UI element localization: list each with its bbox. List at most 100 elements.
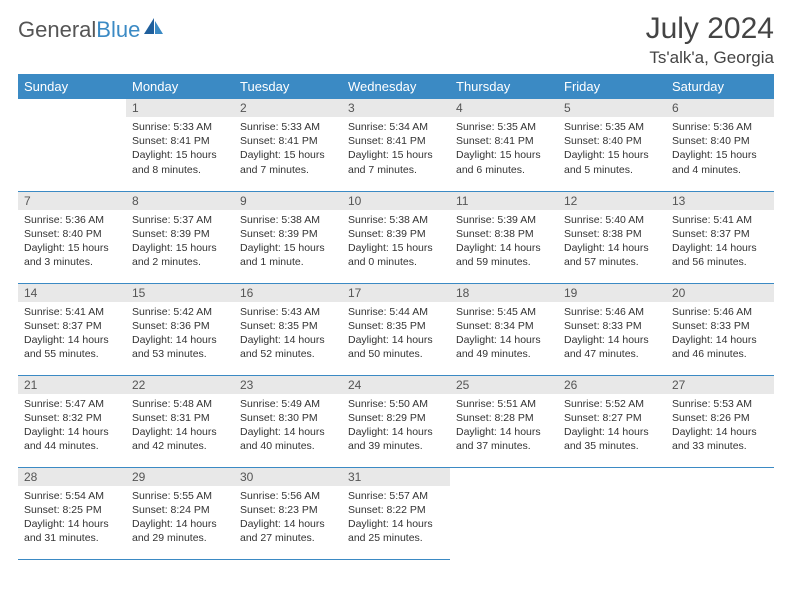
day-number: 23 <box>234 376 342 394</box>
sunset-line: Sunset: 8:37 PM <box>24 319 120 333</box>
sunrise-line: Sunrise: 5:37 AM <box>132 213 228 227</box>
day-number: 13 <box>666 192 774 210</box>
day-details: Sunrise: 5:42 AMSunset: 8:36 PMDaylight:… <box>126 302 234 366</box>
day-number: 1 <box>126 99 234 117</box>
day-details: Sunrise: 5:38 AMSunset: 8:39 PMDaylight:… <box>234 210 342 274</box>
sunrise-line: Sunrise: 5:33 AM <box>132 120 228 134</box>
sunrise-line: Sunrise: 5:40 AM <box>564 213 660 227</box>
daylight-line: Daylight: 14 hours and 47 minutes. <box>564 333 660 361</box>
sunrise-line: Sunrise: 5:39 AM <box>456 213 552 227</box>
daylight-line: Daylight: 14 hours and 52 minutes. <box>240 333 336 361</box>
daylight-line: Daylight: 14 hours and 49 minutes. <box>456 333 552 361</box>
day-details: Sunrise: 5:53 AMSunset: 8:26 PMDaylight:… <box>666 394 774 458</box>
day-number: 19 <box>558 284 666 302</box>
day-number: 18 <box>450 284 558 302</box>
calendar-week-row: 14Sunrise: 5:41 AMSunset: 8:37 PMDayligh… <box>18 283 774 375</box>
day-details: Sunrise: 5:36 AMSunset: 8:40 PMDaylight:… <box>666 117 774 181</box>
day-number: 29 <box>126 468 234 486</box>
daylight-line: Daylight: 14 hours and 55 minutes. <box>24 333 120 361</box>
sunset-line: Sunset: 8:39 PM <box>348 227 444 241</box>
daylight-line: Daylight: 14 hours and 25 minutes. <box>348 517 444 545</box>
day-details: Sunrise: 5:48 AMSunset: 8:31 PMDaylight:… <box>126 394 234 458</box>
weekday-header-row: SundayMondayTuesdayWednesdayThursdayFrid… <box>18 74 774 99</box>
day-number: 10 <box>342 192 450 210</box>
weekday-header: Saturday <box>666 74 774 99</box>
calendar-cell: 2Sunrise: 5:33 AMSunset: 8:41 PMDaylight… <box>234 99 342 191</box>
sunset-line: Sunset: 8:28 PM <box>456 411 552 425</box>
day-details: Sunrise: 5:38 AMSunset: 8:39 PMDaylight:… <box>342 210 450 274</box>
daylight-line: Daylight: 14 hours and 50 minutes. <box>348 333 444 361</box>
sunrise-line: Sunrise: 5:55 AM <box>132 489 228 503</box>
sunrise-line: Sunrise: 5:35 AM <box>456 120 552 134</box>
calendar-cell: 23Sunrise: 5:49 AMSunset: 8:30 PMDayligh… <box>234 375 342 467</box>
calendar-cell: 5Sunrise: 5:35 AMSunset: 8:40 PMDaylight… <box>558 99 666 191</box>
daylight-line: Daylight: 14 hours and 39 minutes. <box>348 425 444 453</box>
sunset-line: Sunset: 8:34 PM <box>456 319 552 333</box>
sunrise-line: Sunrise: 5:33 AM <box>240 120 336 134</box>
sunset-line: Sunset: 8:39 PM <box>240 227 336 241</box>
daylight-line: Daylight: 14 hours and 31 minutes. <box>24 517 120 545</box>
daylight-line: Daylight: 14 hours and 44 minutes. <box>24 425 120 453</box>
sunrise-line: Sunrise: 5:38 AM <box>348 213 444 227</box>
daylight-line: Daylight: 14 hours and 35 minutes. <box>564 425 660 453</box>
sunset-line: Sunset: 8:41 PM <box>348 134 444 148</box>
sunrise-line: Sunrise: 5:50 AM <box>348 397 444 411</box>
calendar-cell: 12Sunrise: 5:40 AMSunset: 8:38 PMDayligh… <box>558 191 666 283</box>
calendar-cell: 18Sunrise: 5:45 AMSunset: 8:34 PMDayligh… <box>450 283 558 375</box>
daylight-line: Daylight: 15 hours and 3 minutes. <box>24 241 120 269</box>
sunset-line: Sunset: 8:25 PM <box>24 503 120 517</box>
daylight-line: Daylight: 14 hours and 42 minutes. <box>132 425 228 453</box>
day-details: Sunrise: 5:35 AMSunset: 8:40 PMDaylight:… <box>558 117 666 181</box>
calendar-cell: 25Sunrise: 5:51 AMSunset: 8:28 PMDayligh… <box>450 375 558 467</box>
sunrise-line: Sunrise: 5:56 AM <box>240 489 336 503</box>
sunrise-line: Sunrise: 5:41 AM <box>24 305 120 319</box>
day-number: 27 <box>666 376 774 394</box>
sunset-line: Sunset: 8:38 PM <box>456 227 552 241</box>
daylight-line: Daylight: 14 hours and 40 minutes. <box>240 425 336 453</box>
daylight-line: Daylight: 14 hours and 59 minutes. <box>456 241 552 269</box>
calendar-cell <box>558 467 666 559</box>
day-details: Sunrise: 5:40 AMSunset: 8:38 PMDaylight:… <box>558 210 666 274</box>
daylight-line: Daylight: 15 hours and 7 minutes. <box>240 148 336 176</box>
day-number: 24 <box>342 376 450 394</box>
calendar-cell <box>18 99 126 191</box>
calendar-cell: 13Sunrise: 5:41 AMSunset: 8:37 PMDayligh… <box>666 191 774 283</box>
calendar-cell: 20Sunrise: 5:46 AMSunset: 8:33 PMDayligh… <box>666 283 774 375</box>
day-number: 9 <box>234 192 342 210</box>
logo-gray-text: General <box>18 17 96 42</box>
daylight-line: Daylight: 14 hours and 57 minutes. <box>564 241 660 269</box>
calendar-cell: 19Sunrise: 5:46 AMSunset: 8:33 PMDayligh… <box>558 283 666 375</box>
sunset-line: Sunset: 8:41 PM <box>240 134 336 148</box>
sunset-line: Sunset: 8:29 PM <box>348 411 444 425</box>
day-details: Sunrise: 5:36 AMSunset: 8:40 PMDaylight:… <box>18 210 126 274</box>
daylight-line: Daylight: 14 hours and 29 minutes. <box>132 517 228 545</box>
day-details: Sunrise: 5:50 AMSunset: 8:29 PMDaylight:… <box>342 394 450 458</box>
calendar-cell: 7Sunrise: 5:36 AMSunset: 8:40 PMDaylight… <box>18 191 126 283</box>
sunrise-line: Sunrise: 5:52 AM <box>564 397 660 411</box>
weekday-header: Friday <box>558 74 666 99</box>
calendar-cell: 24Sunrise: 5:50 AMSunset: 8:29 PMDayligh… <box>342 375 450 467</box>
calendar-cell: 15Sunrise: 5:42 AMSunset: 8:36 PMDayligh… <box>126 283 234 375</box>
sunset-line: Sunset: 8:40 PM <box>672 134 768 148</box>
sunrise-line: Sunrise: 5:43 AM <box>240 305 336 319</box>
sunrise-line: Sunrise: 5:36 AM <box>24 213 120 227</box>
day-number: 5 <box>558 99 666 117</box>
calendar-week-row: 28Sunrise: 5:54 AMSunset: 8:25 PMDayligh… <box>18 467 774 559</box>
daylight-line: Daylight: 15 hours and 1 minute. <box>240 241 336 269</box>
day-number: 6 <box>666 99 774 117</box>
calendar-cell: 26Sunrise: 5:52 AMSunset: 8:27 PMDayligh… <box>558 375 666 467</box>
calendar-cell: 9Sunrise: 5:38 AMSunset: 8:39 PMDaylight… <box>234 191 342 283</box>
calendar-cell: 16Sunrise: 5:43 AMSunset: 8:35 PMDayligh… <box>234 283 342 375</box>
sunrise-line: Sunrise: 5:41 AM <box>672 213 768 227</box>
logo: GeneralBlue <box>18 12 166 43</box>
sunrise-line: Sunrise: 5:57 AM <box>348 489 444 503</box>
daylight-line: Daylight: 15 hours and 2 minutes. <box>132 241 228 269</box>
day-number: 11 <box>450 192 558 210</box>
sunset-line: Sunset: 8:31 PM <box>132 411 228 425</box>
weekday-header: Sunday <box>18 74 126 99</box>
sunrise-line: Sunrise: 5:48 AM <box>132 397 228 411</box>
day-details: Sunrise: 5:47 AMSunset: 8:32 PMDaylight:… <box>18 394 126 458</box>
sunset-line: Sunset: 8:22 PM <box>348 503 444 517</box>
sunrise-line: Sunrise: 5:35 AM <box>564 120 660 134</box>
calendar-cell <box>450 467 558 559</box>
